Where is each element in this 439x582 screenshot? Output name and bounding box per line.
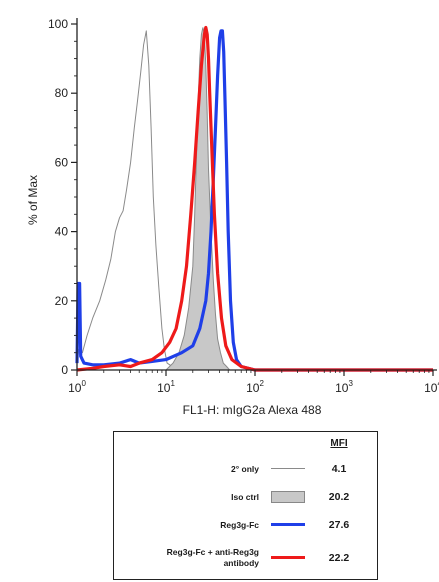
legend-mfi-header: MFI <box>330 438 348 449</box>
y-tick-label: 0 <box>61 363 68 377</box>
legend-swatch-thin-gray <box>271 468 305 469</box>
x-tick-label: 101 <box>157 379 175 395</box>
histogram-chart: 0 20 40 60 80 100 100 101 102 103 104 FL1-H: mIgG2… <box>26 17 439 417</box>
y-tick-label: 40 <box>55 225 69 239</box>
chart-axes: 0 20 40 60 80 100 100 101 102 103 104 <box>48 17 439 395</box>
x-tick-label: 102 <box>246 379 264 395</box>
legend-mfi-value: 4.1 <box>331 463 347 475</box>
legend-item-secondary-only: 2° only 4.1 <box>114 454 377 484</box>
legend-mfi-value: 27.6 <box>328 519 350 531</box>
legend-item-reg3g-fc: Reg3g-Fc 27.6 <box>114 510 377 540</box>
x-tick-label: 103 <box>335 379 353 395</box>
y-axis-title: % of Max <box>26 175 40 225</box>
legend-mfi-value: 22.2 <box>328 552 350 564</box>
histogram-marks <box>75 25 433 372</box>
series-line-0 <box>76 30 193 371</box>
y-tick-label: 80 <box>55 86 69 100</box>
legend-header: MFI <box>114 438 377 454</box>
y-tick-label: 60 <box>55 155 69 169</box>
legend-item-iso-ctrl: Iso ctrl 20.2 <box>114 482 377 512</box>
legend-label: Iso ctrl <box>231 491 259 502</box>
series-line-3 <box>76 25 433 372</box>
legend-label: Reg3g-Fc <box>220 519 259 530</box>
y-tick-label: 20 <box>55 294 69 308</box>
legend-label: 2° only <box>231 463 259 474</box>
x-tick-label: 104 <box>424 379 439 395</box>
legend-swatch-filled-gray <box>271 491 305 503</box>
legend: MFI 2° only 4.1 Iso ctrl 20.2 Reg3g-Fc 2… <box>113 431 378 580</box>
legend-swatch-red <box>271 556 305 559</box>
y-tick-label: 100 <box>48 17 68 31</box>
x-tick-label: 100 <box>68 379 86 395</box>
legend-swatch-blue <box>271 523 305 526</box>
series-line-2 <box>75 29 433 372</box>
legend-mfi-value: 20.2 <box>328 491 350 503</box>
x-axis-title: FL1-H: mIgG2a Alexa 488 <box>183 403 322 417</box>
legend-item-reg3g-fc-antibody: Reg3g-Fc + anti-Reg3g antibody 22.2 <box>114 540 377 576</box>
legend-label: Reg3g-Fc + anti-Reg3g antibody <box>166 547 259 568</box>
